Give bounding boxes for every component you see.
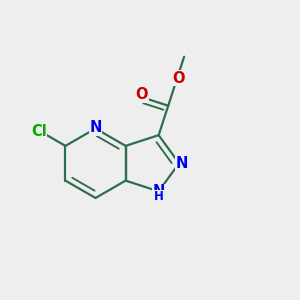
Text: O: O [172,71,185,86]
Text: O: O [135,87,148,102]
Text: Cl: Cl [31,124,47,139]
Text: N: N [89,120,102,135]
Text: H: H [154,190,164,203]
Text: N: N [152,184,165,200]
Text: N: N [175,156,188,171]
